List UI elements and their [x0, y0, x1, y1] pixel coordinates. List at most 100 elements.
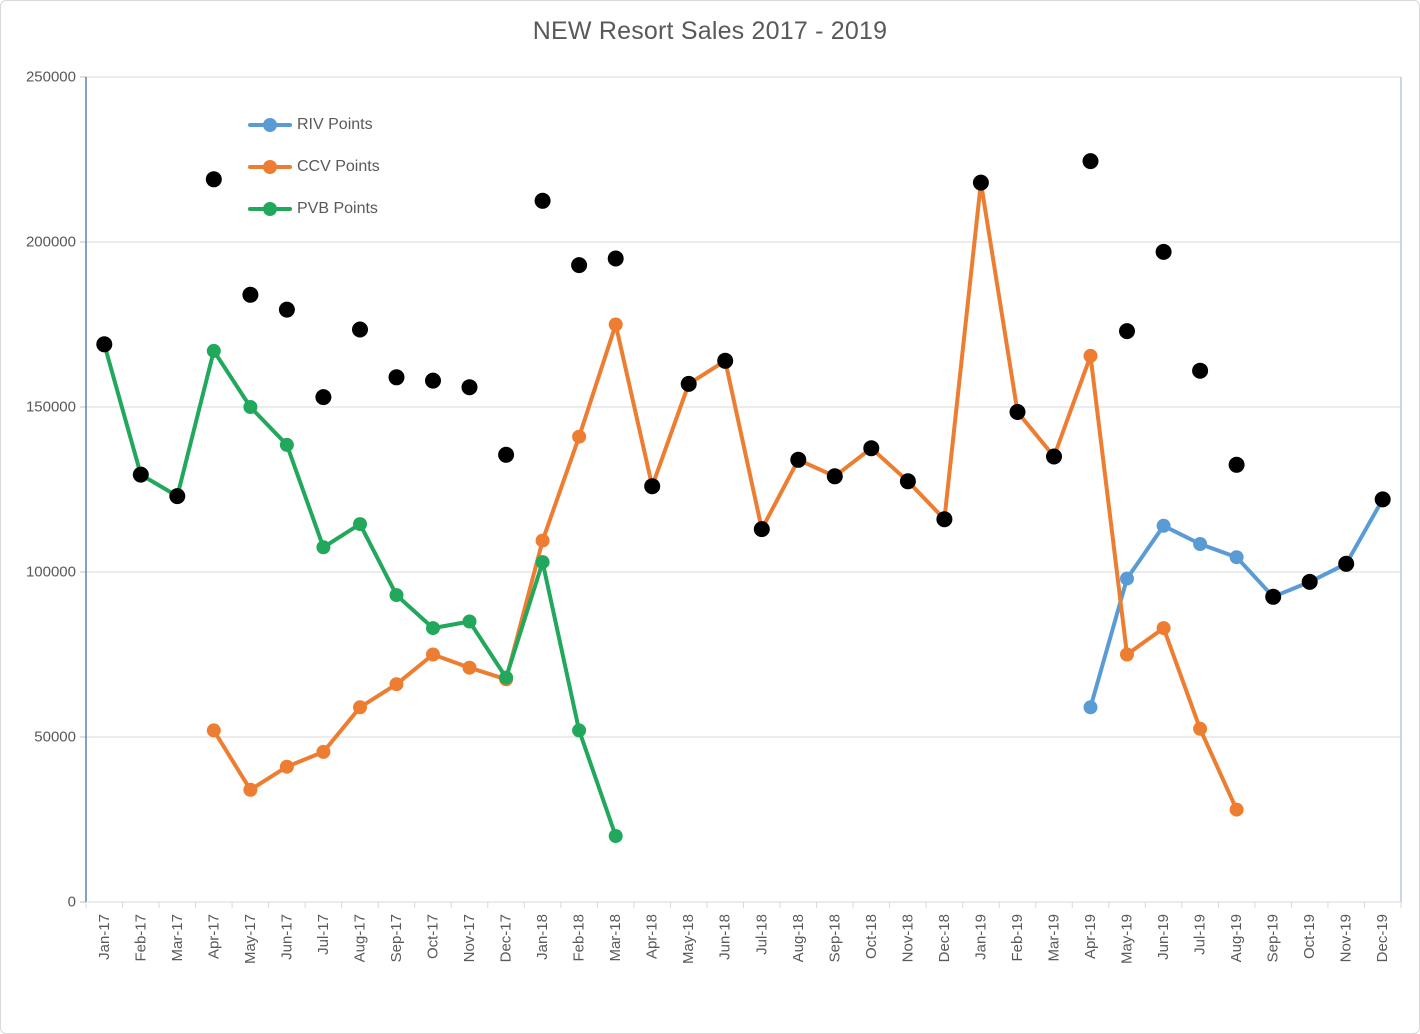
series-riv-points: [1083, 492, 1390, 715]
data-point-marker: [1083, 348, 1098, 363]
x-axis-label: Feb-17: [132, 914, 149, 962]
y-axis-ticks: [80, 76, 86, 903]
series-pvb-points: [97, 337, 623, 843]
scatter-point: [1082, 153, 1099, 170]
scatter-point: [498, 446, 515, 463]
data-point-marker: [389, 677, 404, 692]
data-point-marker: [1193, 537, 1208, 551]
scatter-point: [315, 389, 332, 406]
x-axis-label: May-17: [242, 914, 259, 964]
scatter-point: [425, 372, 441, 389]
scatter-point: [571, 257, 588, 274]
scatter-point: [242, 286, 259, 303]
data-point-marker: [1229, 802, 1244, 817]
scatter-point: [863, 440, 880, 457]
legend: RIV Points CCV Points PVB Points: [248, 111, 380, 237]
riv-series-swatch-icon: [248, 111, 292, 139]
scatter-point: [132, 466, 149, 483]
data-point-marker: [572, 429, 587, 444]
x-axis-label: Aug-19: [1228, 914, 1245, 962]
legend-item-riv-points[interactable]: RIV Points: [248, 111, 380, 139]
legend-label: RIV Points: [297, 116, 373, 133]
scatter-point: [1192, 362, 1209, 379]
series-line: [102, 342, 618, 838]
scatter-point: [790, 451, 807, 468]
x-axis-label: Nov-18: [899, 914, 916, 962]
scatter-point: [680, 375, 697, 392]
data-point-marker: [243, 400, 258, 414]
data-point-marker: [426, 647, 440, 662]
data-point-marker: [353, 517, 367, 532]
scatter-point: [1119, 323, 1135, 340]
data-point-marker: [608, 829, 623, 843]
x-axis-label: Jan-17: [96, 914, 113, 960]
x-axis-labels: Jan-17 Feb-17 Mar-17 Apr-17 May-17 Jun-17 Jul-…: [96, 914, 1391, 964]
x-axis-label: Jul-17: [315, 914, 332, 955]
x-axis-label: Jul-18: [753, 914, 770, 955]
series-ccv-points: [206, 175, 1244, 817]
x-axis-label: Jun-19: [1155, 914, 1172, 960]
scatter-point: [753, 521, 770, 538]
scatter-point: [1338, 555, 1355, 572]
x-axis-ticks: [85, 902, 1402, 908]
data-point-marker: [353, 700, 367, 715]
data-point-marker: [1193, 721, 1208, 736]
y-axis-label: 200000: [26, 234, 76, 251]
scatter-point: [352, 321, 368, 338]
x-axis-label: Apr-19: [1082, 914, 1099, 959]
data-point-marker: [316, 540, 331, 555]
scatter-point: [461, 379, 478, 396]
legend-item-ccv-points[interactable]: CCV Points: [248, 153, 380, 181]
x-axis-label: Nov-19: [1338, 914, 1355, 962]
data-point-marker: [1083, 700, 1098, 715]
x-axis-label: Mar-19: [1045, 914, 1062, 962]
data-point-marker: [1120, 571, 1134, 586]
legend-label: PVB Points: [297, 200, 378, 217]
data-point-marker: [426, 621, 440, 636]
scatter-point: [1228, 456, 1245, 473]
data-point-marker: [206, 723, 221, 738]
x-axis-label: Oct-18: [863, 914, 880, 959]
x-axis-label: Jun-17: [278, 914, 295, 960]
data-point-marker: [279, 437, 294, 452]
data-point-marker: [462, 614, 477, 629]
data-point-marker: [1120, 647, 1134, 662]
y-axis-label: 250000: [26, 69, 76, 86]
scatter-point: [1155, 243, 1172, 260]
legend-item-pvb-points[interactable]: PVB Points: [248, 195, 380, 223]
x-axis-label: Oct-19: [1301, 914, 1318, 959]
x-axis-label: Sep-19: [1265, 914, 1282, 962]
scatter-point: [1265, 588, 1282, 605]
scatter-point: [972, 174, 989, 191]
x-axis-label: May-19: [1119, 914, 1136, 964]
x-axis-label: May-18: [680, 914, 697, 964]
x-axis-label: Dec-19: [1374, 914, 1391, 962]
x-axis-label: Feb-18: [571, 914, 588, 962]
x-axis-label: Jan-19: [972, 914, 989, 960]
scatter-series: [96, 153, 1391, 605]
x-axis-label: Sep-18: [826, 914, 843, 962]
scatter-point: [388, 369, 405, 386]
data-point-marker: [1156, 518, 1171, 533]
scatter-point: [1046, 448, 1062, 465]
series-line: [211, 180, 1239, 812]
x-axis-label: Apr-18: [644, 914, 661, 959]
data-point-marker: [206, 343, 221, 358]
data-point-marker: [316, 744, 331, 759]
scatter-point: [169, 488, 186, 505]
x-axis-label: Feb-19: [1009, 914, 1026, 962]
data-point-marker: [279, 759, 294, 774]
scatter-point: [1301, 573, 1318, 590]
scatter-point: [1009, 404, 1026, 420]
scatter-point: [534, 192, 551, 209]
scatter-point: [205, 171, 222, 188]
scatter-point: [899, 473, 916, 490]
scatter-point: [96, 336, 113, 353]
x-axis-label: Aug-18: [790, 914, 807, 962]
y-axis-label: 100000: [26, 564, 76, 581]
scatter-point: [278, 301, 295, 318]
x-axis-label: Oct-17: [425, 914, 442, 959]
x-axis-label: Dec-18: [936, 914, 953, 962]
